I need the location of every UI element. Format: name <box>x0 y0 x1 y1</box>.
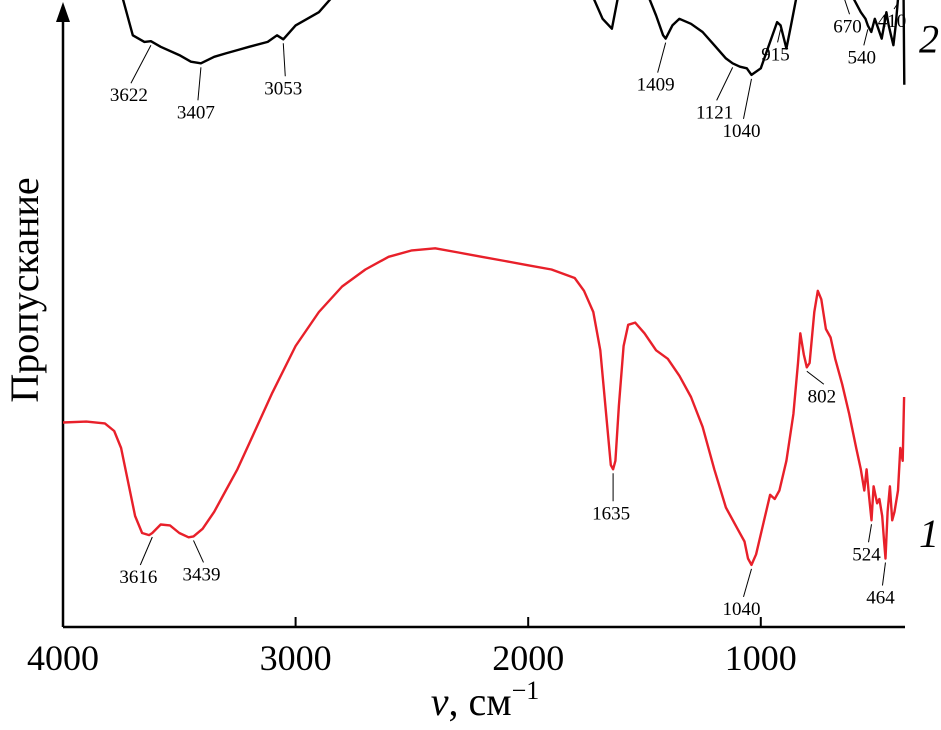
peak-label: 802 <box>808 386 837 407</box>
peak-label: 915 <box>761 44 790 65</box>
peak-label: 540 <box>848 47 877 68</box>
annotation-leader <box>844 0 851 15</box>
annotation-leader <box>716 67 734 101</box>
peak-label: 410 <box>878 11 907 32</box>
peak-label: 3616 <box>119 567 157 588</box>
series-lines: 21 <box>62 0 939 567</box>
peak-label: 670 <box>833 16 862 37</box>
series-label-1: 1 <box>919 511 939 556</box>
peak-label: 1040 <box>722 599 760 620</box>
annotation-leader <box>139 536 153 566</box>
annotation-leader <box>282 43 286 77</box>
axis-labels: Пропускание ν, см−1 <box>2 177 539 724</box>
x-tick-label: 3000 <box>260 638 332 678</box>
x-tick-label: 2000 <box>492 638 564 678</box>
series-line-1 <box>62 247 906 567</box>
peak-label: 464 <box>866 588 895 609</box>
annotation-leader <box>806 370 825 385</box>
annotation-leader <box>881 562 886 586</box>
y-axis-arrow-icon <box>56 2 70 22</box>
x-tick-label: 4000 <box>27 638 99 678</box>
peak-label: 1121 <box>696 102 733 123</box>
annotation-leader <box>868 524 872 543</box>
peak-label: 3053 <box>264 78 302 99</box>
series-line-2 <box>121 0 906 85</box>
x-tick-label: 1000 <box>725 638 797 678</box>
x-axis-symbol: ν <box>431 679 449 724</box>
peak-label: 1040 <box>722 121 760 142</box>
y-axis-label: Пропускание <box>2 177 47 402</box>
annotation-leader <box>777 29 782 43</box>
axes <box>56 2 905 629</box>
x-axis-unit-exponent: −1 <box>512 676 540 705</box>
peak-label: 1635 <box>592 503 630 524</box>
annotation-leader <box>130 45 152 84</box>
annotation-leader <box>193 540 204 563</box>
x-axis-unit: , см <box>449 679 512 724</box>
annotation-leader <box>197 67 202 101</box>
annotation-leader <box>863 29 869 46</box>
annotation-leader <box>742 78 752 119</box>
peak-label: 3622 <box>110 85 148 106</box>
x-ticks: 4000 3000 2000 1000 <box>27 617 797 678</box>
x-axis-label: ν, см−1 <box>431 676 540 724</box>
annotation-leader <box>893 2 899 10</box>
peak-label: 1409 <box>637 75 675 96</box>
peak-label: 3439 <box>182 564 220 585</box>
peak-label: 3407 <box>177 102 215 123</box>
annotation-leader <box>743 568 752 598</box>
annotation-leader <box>657 42 667 73</box>
series-label-2: 2 <box>919 17 939 62</box>
peak-label: 524 <box>852 544 881 565</box>
peak-annotations: 3622340730531409112110409157506705404103… <box>110 0 906 620</box>
